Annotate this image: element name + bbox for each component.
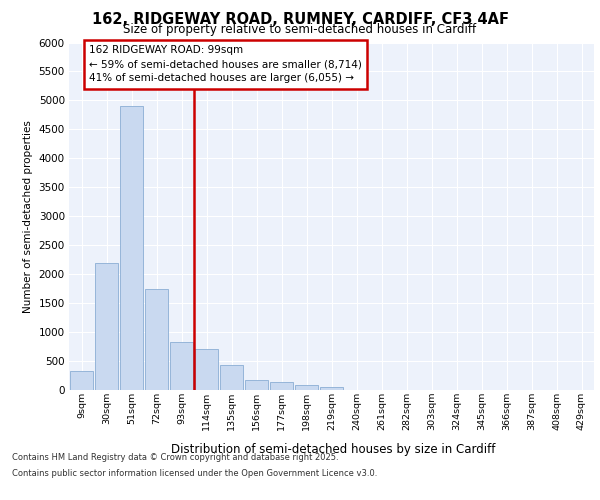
Text: Distribution of semi-detached houses by size in Cardiff: Distribution of semi-detached houses by … [171,442,495,456]
Text: 162, RIDGEWAY ROAD, RUMNEY, CARDIFF, CF3 4AF: 162, RIDGEWAY ROAD, RUMNEY, CARDIFF, CF3… [91,12,509,28]
Bar [70,372,93,390]
Bar [170,342,193,390]
Bar [120,106,143,390]
Bar [295,386,318,390]
Bar [270,382,293,390]
Bar [245,380,268,390]
Bar [320,387,343,390]
Text: Size of property relative to semi-detached houses in Cardiff: Size of property relative to semi-detach… [124,22,476,36]
Bar [220,365,243,390]
Bar [145,288,168,390]
Text: Contains HM Land Registry data © Crown copyright and database right 2025.: Contains HM Land Registry data © Crown c… [12,454,338,462]
Bar [95,262,118,390]
Bar [195,350,218,390]
Text: Contains public sector information licensed under the Open Government Licence v3: Contains public sector information licen… [12,468,377,477]
Y-axis label: Number of semi-detached properties: Number of semi-detached properties [23,120,33,312]
Text: 162 RIDGEWAY ROAD: 99sqm
← 59% of semi-detached houses are smaller (8,714)
41% o: 162 RIDGEWAY ROAD: 99sqm ← 59% of semi-d… [89,46,362,84]
